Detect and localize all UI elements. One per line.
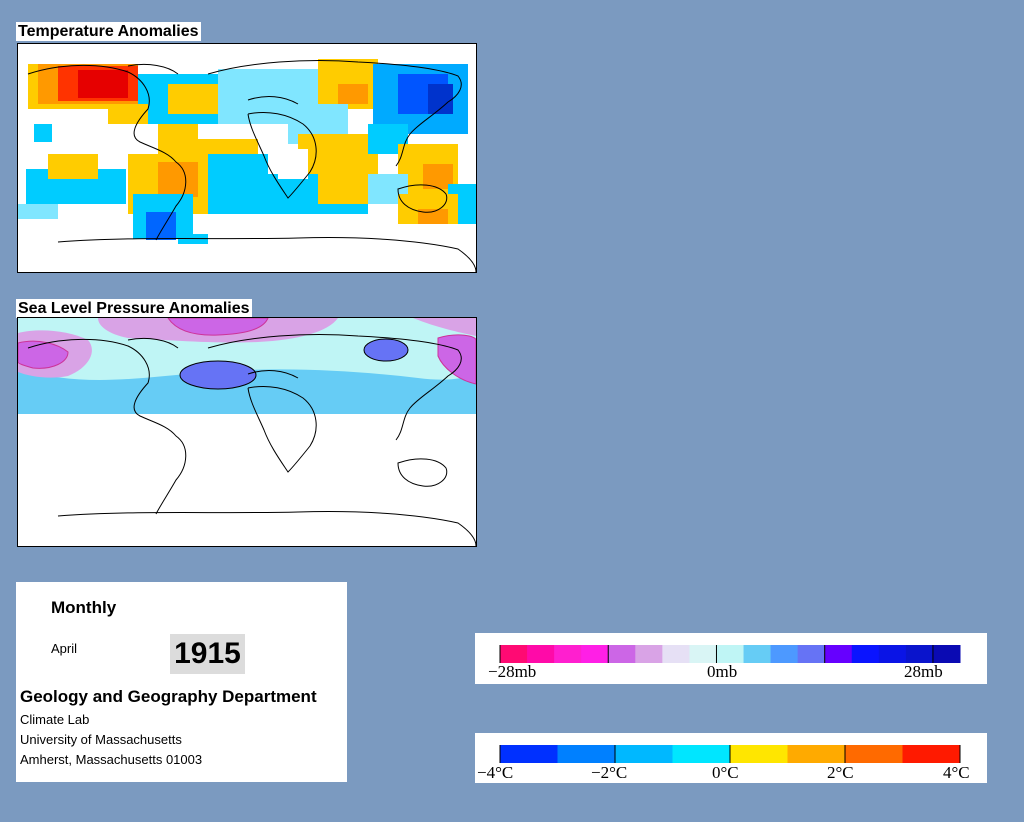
coastline-outlines	[27, 334, 476, 546]
pressure-swatch	[527, 645, 555, 663]
pressure-swatch	[824, 645, 853, 663]
coastline-outlines	[27, 60, 476, 272]
pressure-swatch	[500, 645, 528, 663]
pressure-swatch	[689, 645, 717, 663]
pressure-swatch	[716, 645, 745, 663]
pressure-swatch	[635, 645, 663, 663]
temperature-tick-minus-4: −4°C	[477, 763, 513, 782]
pressure-swatch	[770, 645, 799, 663]
temperature-map-title: Temperature Anomalies	[16, 22, 201, 41]
temperature-swatch	[730, 745, 788, 763]
temperature-color-bar	[499, 745, 961, 763]
pressure-swatch	[797, 645, 826, 663]
lab-name: Climate Lab	[20, 712, 90, 727]
temperature-anomaly-map	[17, 43, 477, 273]
pressure-legend: −28mb 0mb 28mb	[475, 633, 987, 684]
address-line: Amherst, Massachusetts 01003	[20, 752, 203, 767]
temperature-tick-plus-4: 4°C	[943, 763, 970, 782]
temperature-swatch	[672, 745, 731, 763]
pressure-swatch	[743, 645, 772, 663]
pressure-tick-min: −28mb	[488, 662, 536, 681]
temperature-swatch	[500, 745, 558, 763]
temperature-swatch	[787, 745, 846, 763]
temperature-anomaly-fill	[18, 59, 476, 244]
temperature-swatch	[557, 745, 616, 763]
temperature-legend: −4°C −2°C 0°C 2°C 4°C	[475, 733, 987, 783]
year-display: 1915	[170, 634, 245, 674]
pressure-swatch	[932, 645, 961, 663]
department-name: Geology and Geography Department	[20, 687, 317, 706]
pressure-swatch	[662, 645, 690, 663]
pressure-color-bar	[499, 645, 961, 663]
pressure-tick-zero: 0mb	[707, 662, 737, 681]
period-label: Monthly	[51, 598, 117, 617]
university-name: University of Massachusetts	[20, 732, 182, 747]
temperature-tick-zero: 0°C	[712, 763, 739, 782]
pressure-tick-max: 28mb	[904, 662, 943, 681]
pressure-map-title: Sea Level Pressure Anomalies	[16, 299, 252, 318]
pressure-swatch	[554, 645, 582, 663]
temperature-tick-minus-2: −2°C	[591, 763, 627, 782]
pressure-anomaly-map	[17, 317, 477, 547]
pressure-swatch	[905, 645, 934, 663]
pressure-anomaly-fill	[18, 318, 476, 546]
pressure-swatch	[878, 645, 907, 663]
temperature-swatch	[615, 745, 673, 763]
temperature-swatch	[902, 745, 961, 763]
info-panel: Monthly April 1915 Geology and Geography…	[16, 582, 347, 782]
temperature-swatch	[845, 745, 903, 763]
temperature-tick-plus-2: 2°C	[827, 763, 854, 782]
pressure-swatch	[581, 645, 609, 663]
pressure-swatch	[851, 645, 880, 663]
month-label: April	[51, 641, 78, 656]
pressure-swatch	[608, 645, 636, 663]
